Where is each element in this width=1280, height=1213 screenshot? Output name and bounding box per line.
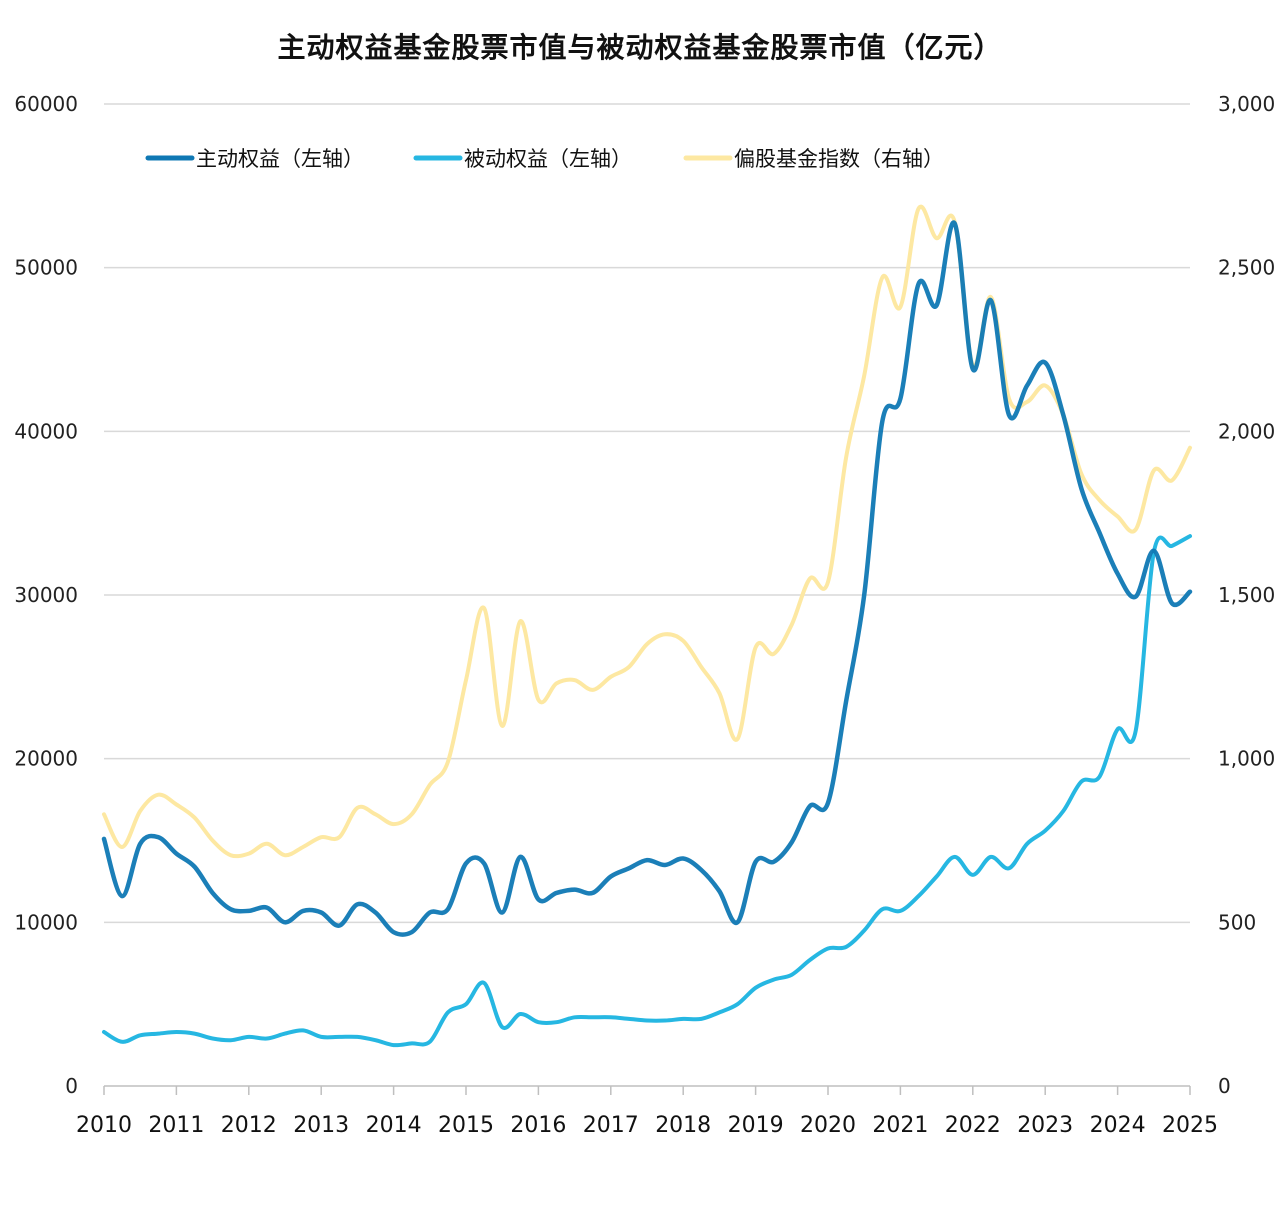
x-tick-label: 2012 <box>221 1113 277 1138</box>
x-tick-label: 2015 <box>438 1113 494 1138</box>
y-left-tick-label: 60000 <box>14 92 78 116</box>
grid-layer <box>104 103 1190 924</box>
x-tick-label: 2024 <box>1090 1113 1146 1138</box>
legend-label: 被动权益（左轴） <box>464 147 632 171</box>
y-left-tick-label: 0 <box>65 1074 78 1098</box>
series-layer <box>101 204 1193 1048</box>
x-tick-label: 2021 <box>872 1113 928 1138</box>
x-tick-label: 2016 <box>510 1113 566 1138</box>
series-line-passive-equity <box>102 534 1192 1048</box>
series-line-active-equity <box>101 220 1193 937</box>
y-left-tick-label: 50000 <box>14 256 78 280</box>
y-right-tick-label: 1,000 <box>1218 747 1275 771</box>
y-right-tick-label: 0 <box>1218 1074 1231 1098</box>
legend-label: 主动权益（左轴） <box>196 147 364 171</box>
y-right-tick-label: 500 <box>1218 910 1256 934</box>
y-right-tick-label: 2,500 <box>1218 256 1275 280</box>
y-right-tick-label: 3,000 <box>1218 92 1275 116</box>
legend-label: 偏股基金指数（右轴） <box>734 147 944 171</box>
x-tick-label: 2013 <box>293 1113 349 1138</box>
x-tick-label: 2010 <box>76 1113 132 1138</box>
y-left-tick-label: 10000 <box>14 910 78 934</box>
x-tick-label: 2014 <box>366 1113 422 1138</box>
y-right-tick-label: 1,500 <box>1218 583 1275 607</box>
x-tick-label: 2018 <box>655 1113 711 1138</box>
x-tick-label: 2023 <box>1017 1113 1073 1138</box>
x-tick-label: 2020 <box>800 1113 856 1138</box>
legend: 主动权益（左轴） 被动权益（左轴） 偏股基金指数（右轴） <box>145 147 944 171</box>
chart-title: 主动权益基金股票市值与被动权益基金股票市值（亿元） <box>277 31 1003 64</box>
x-tick-label: 2017 <box>583 1113 639 1138</box>
y-right-tick-label: 2,000 <box>1218 419 1275 443</box>
y-left-tick-label: 40000 <box>14 419 78 443</box>
x-tick-label: 2022 <box>945 1113 1001 1138</box>
axis-layer: 0 10000 20000 30000 40000 50000 60000 0 500 1,000… <box>14 92 1275 1138</box>
x-tick-label: 2025 <box>1162 1113 1218 1138</box>
x-tick-label: 2019 <box>728 1113 784 1138</box>
x-tick-label: 2011 <box>148 1113 204 1138</box>
y-left-tick-label: 30000 <box>14 583 78 607</box>
y-left-tick-label: 20000 <box>14 747 78 771</box>
